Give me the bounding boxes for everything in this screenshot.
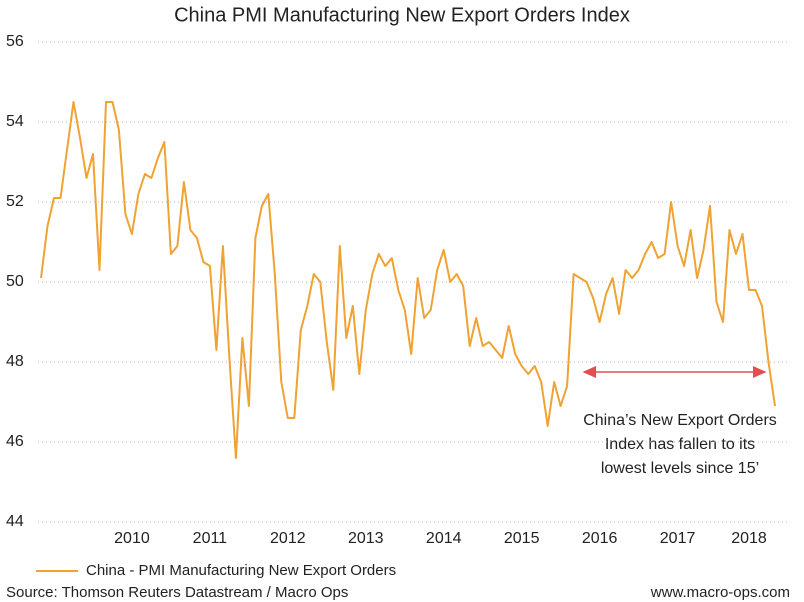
y-tick-label: 56 [6,33,24,50]
x-tick-label: 2017 [660,530,696,547]
y-tick-label: 46 [6,433,24,450]
source: Source: Thomson Reuters Datastream / Mac… [6,584,348,601]
x-tick-label: 2018 [731,530,767,547]
x-tick-label: 2012 [270,530,306,547]
y-tick-label: 54 [6,113,24,130]
annotation-line: China’s New Export Orders [583,412,777,429]
y-tick-label: 44 [6,513,24,530]
annotation-line: lowest levels since 15’ [601,460,759,477]
chart-title: China PMI Manufacturing New Export Order… [174,4,630,26]
x-tick-label: 2010 [114,530,150,547]
x-tick-label: 2015 [504,530,540,547]
x-tick-label: 2014 [426,530,462,547]
y-tick-label: 52 [6,193,24,210]
data-line [40,101,776,459]
y-tick-label: 50 [6,273,24,290]
x-tick-label: 2013 [348,530,384,547]
x-tick-label: 2011 [193,530,228,547]
y-tick-label: 48 [6,353,24,370]
x-tick-label: 2016 [582,530,618,547]
website: www.macro-ops.com [650,584,790,601]
annotation-line: Index has fallen to its [605,436,755,453]
legend-label: China - PMI Manufacturing New Export Ord… [86,562,396,579]
